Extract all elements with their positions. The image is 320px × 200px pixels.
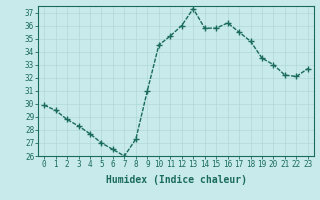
X-axis label: Humidex (Indice chaleur): Humidex (Indice chaleur) xyxy=(106,175,246,185)
